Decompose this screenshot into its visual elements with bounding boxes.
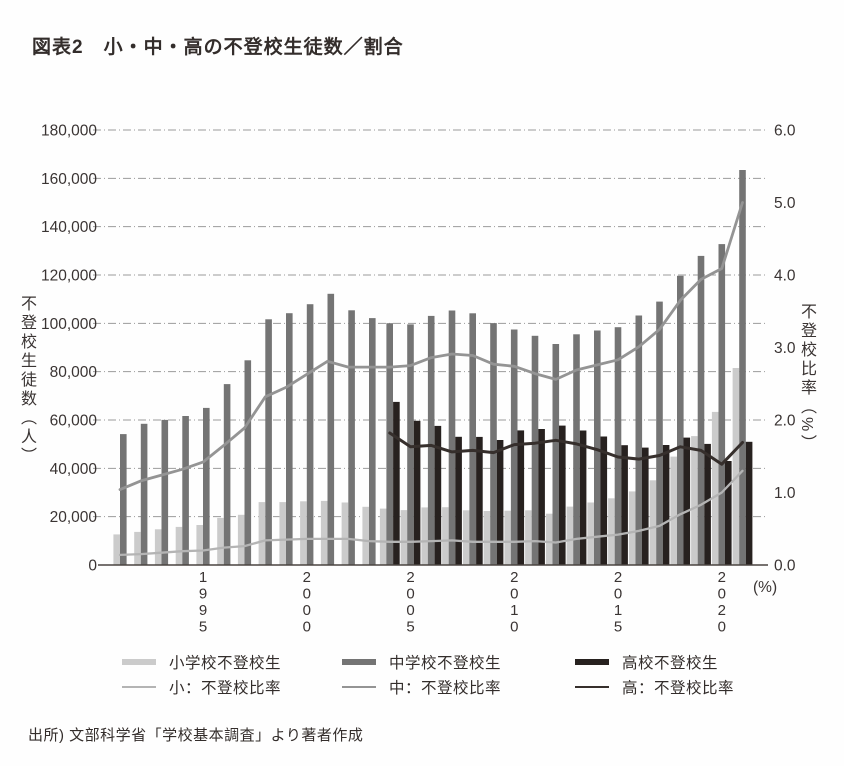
high-school-ratio-line	[388, 431, 744, 466]
legend-label: 小学校不登校生	[169, 655, 282, 672]
svg-text:120,000: 120,000	[41, 268, 97, 285]
legend-label: 高校不登校生	[622, 655, 719, 672]
legend: 小学校不登校生 中学校不登校生 高校不登校生 小：不登校比率 中：不登校比率 高…	[122, 653, 735, 697]
svg-text:6.0: 6.0	[774, 123, 796, 140]
elementary-bars	[113, 368, 740, 565]
svg-text:1.0: 1.0	[774, 485, 796, 502]
legend-item-juniorhigh-ratio: 中：不登校比率	[342, 678, 575, 697]
svg-text:0: 0	[88, 558, 97, 575]
left-axis-title: 不登校生徒数（人）	[18, 295, 35, 466]
legend-label: 中学校不登校生	[389, 655, 502, 672]
svg-text:3.0: 3.0	[774, 340, 796, 357]
svg-text:100,000: 100,000	[41, 316, 97, 333]
svg-text:40,000: 40,000	[50, 461, 98, 478]
legend-item-elementary-ratio: 小：不登校比率	[122, 678, 342, 697]
svg-text:5.0: 5.0	[774, 195, 796, 212]
elementary-ratio-line-swatch-icon	[122, 685, 156, 689]
right-axis-unit-label: (%)	[753, 579, 777, 596]
legend-item-highschool-bar: 高校不登校生	[575, 653, 734, 672]
legend-label: 中：不登校比率	[389, 680, 502, 697]
elementary-bar-swatch-icon	[122, 659, 156, 665]
svg-text:0.0: 0.0	[774, 558, 796, 575]
legend-label: 小：不登校比率	[169, 680, 282, 697]
svg-text:160,000: 160,000	[41, 171, 97, 188]
right-axis-title: 不登校比率（%）	[798, 303, 815, 454]
combo-chart: 0 20,000 40,000 60,000 80,000 100,000 120,000 1…	[41, 123, 796, 636]
svg-text:4.0: 4.0	[774, 268, 796, 285]
source-note: 出所) 文部科学省「学校基本調査」より著者作成	[28, 727, 364, 744]
juniorhigh-ratio-line-swatch-icon	[342, 685, 376, 689]
x-axis-year-labels: 1 9 9 5 2 0 0 0 2 0 0 5 2 0 1 0 2 0 1 5 2 0 2 0	[199, 569, 726, 636]
svg-text:2.0: 2.0	[774, 413, 796, 430]
svg-text:60,000: 60,000	[50, 413, 98, 430]
junior-high-bars	[120, 170, 746, 565]
legend-item-juniorhigh-bar: 中学校不登校生	[342, 653, 575, 672]
legend-item-highschool-ratio: 高：不登校比率	[575, 678, 735, 697]
svg-text:140,000: 140,000	[41, 219, 97, 236]
svg-text:180,000: 180,000	[41, 123, 97, 140]
svg-text:80,000: 80,000	[50, 364, 98, 381]
legend-item-elementary-bar: 小学校不登校生	[122, 653, 342, 672]
highschool-ratio-line-swatch-icon	[575, 685, 609, 689]
elementary-ratio-line	[118, 469, 744, 557]
legend-label: 高：不登校比率	[622, 680, 735, 697]
page-title: 図表2 小・中・高の不登校生徒数／割合	[32, 37, 404, 58]
svg-text:20,000: 20,000	[50, 509, 98, 526]
highschool-bar-swatch-icon	[575, 659, 609, 665]
high-school-bars	[393, 401, 753, 565]
left-axis-tick-labels: 0 20,000 40,000 60,000 80,000 100,000 120,000 1…	[41, 123, 97, 575]
juniorhigh-bar-swatch-icon	[342, 659, 376, 665]
junior-high-ratio-line	[118, 201, 744, 492]
right-axis-tick-labels: 0.0 1.0 2.0 3.0 4.0 5.0 6.0	[774, 123, 796, 575]
